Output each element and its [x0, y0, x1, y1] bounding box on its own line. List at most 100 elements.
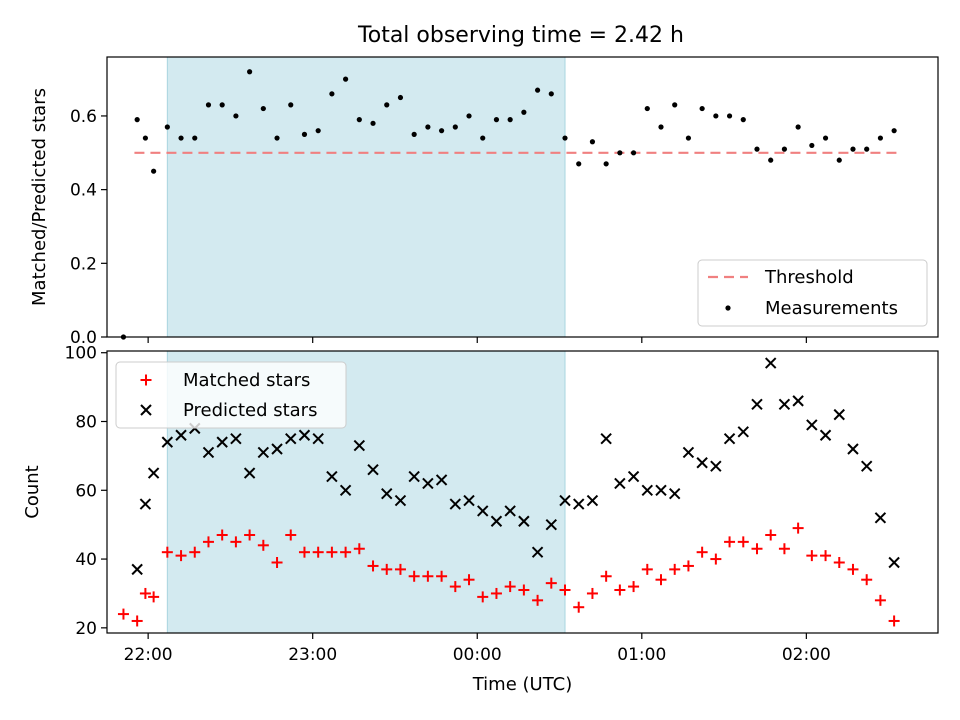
- measurement-point: [617, 150, 623, 156]
- matched-star-point: [518, 584, 530, 596]
- measurement-point: [329, 91, 335, 97]
- measurement-point: [795, 124, 801, 130]
- predicted-star-point: [298, 429, 311, 441]
- matched-star-point: [175, 550, 187, 562]
- matched-stars-series: [117, 522, 900, 627]
- predicted-star-point: [641, 484, 653, 496]
- matched-star-point: [710, 553, 722, 565]
- top-legend: Threshold Measurements: [697, 259, 928, 327]
- matched-star-point: [696, 546, 708, 558]
- matched-star-point: [117, 608, 129, 620]
- matched-star-point: [189, 546, 201, 558]
- measurement-point: [493, 117, 500, 123]
- y-tick-label: 0.2: [70, 254, 97, 274]
- legend-measurements-swatch: [725, 305, 731, 311]
- measurement-point: [672, 102, 678, 108]
- matched-star-point: [669, 563, 681, 575]
- predicted-star-point: [243, 467, 256, 479]
- matched-star-point: [751, 543, 763, 555]
- matched-star-point: [230, 536, 242, 548]
- matched-star-point: [573, 601, 585, 613]
- predicted-star-point: [285, 432, 297, 445]
- predicted-star-point: [792, 395, 804, 407]
- measurement-point: [343, 76, 349, 82]
- matched-star-point: [614, 584, 626, 596]
- measurement-point: [480, 135, 486, 141]
- matched-star-point: [131, 615, 143, 627]
- measurement-point: [260, 105, 266, 112]
- matched-star-point: [820, 550, 832, 562]
- measurement-point: [562, 135, 568, 141]
- predicted-star-point: [614, 477, 626, 490]
- bottom-x-axis: 22:00 23:00 00:00 01:00 02:00: [124, 633, 831, 665]
- measurement-point: [178, 135, 184, 141]
- measurement-point: [877, 135, 884, 141]
- measurement-point: [438, 128, 445, 134]
- bottom-legend-box: [115, 361, 347, 429]
- predicted-star-point: [819, 429, 832, 441]
- predicted-star-point: [778, 398, 791, 411]
- matched-star-point: [806, 550, 818, 562]
- measurement-point: [534, 87, 541, 93]
- matched-star-point: [641, 563, 653, 575]
- measurement-point: [164, 124, 170, 130]
- measurement-point: [247, 69, 253, 75]
- y-tick-label: 20: [75, 619, 97, 639]
- measurement-point: [205, 102, 212, 108]
- y-tick-label: 100: [65, 344, 97, 364]
- legend-predicted-label: Predicted stars: [183, 400, 317, 421]
- x-tick-label: 02:00: [782, 645, 831, 665]
- predicted-star-point: [874, 512, 887, 524]
- measurement-point: [644, 105, 650, 112]
- measurement-point: [630, 150, 637, 156]
- matched-star-point: [737, 536, 749, 548]
- measurement-point: [301, 131, 308, 137]
- measurement-point: [699, 105, 705, 112]
- predicted-star-point: [627, 470, 640, 483]
- matched-star-point: [833, 557, 845, 568]
- measurement-point: [891, 128, 897, 134]
- matched-star-point: [861, 574, 873, 586]
- predicted-star-point: [751, 398, 763, 411]
- top-observing-window-shade: [166, 56, 566, 338]
- top-y-axis-label: Matched/Predicted stars: [29, 88, 50, 306]
- measurement-point: [864, 146, 870, 152]
- matched-star-point: [545, 577, 557, 589]
- x-tick-label: 22:00: [124, 645, 173, 665]
- bottom-axes-frame: [106, 350, 939, 634]
- figure-title: Total observing time = 2.42 h: [357, 23, 684, 48]
- matched-star-point: [628, 581, 640, 593]
- predicted-stars-series: [131, 357, 900, 576]
- predicted-star-point: [586, 494, 599, 507]
- measurement-point: [548, 91, 554, 97]
- predicted-star-point: [682, 446, 695, 459]
- bottom-x-axis-label: Time (UTC): [472, 674, 573, 695]
- predicted-star-point: [216, 436, 228, 448]
- matched-star-point: [216, 529, 228, 541]
- x-tick-label: 23:00: [288, 645, 337, 665]
- top-panel: 0.0 0.2 0.4 0.6 Matched/Predicted stars Thr…: [29, 56, 939, 348]
- matched-star-point: [381, 563, 393, 575]
- predicted-star-point: [312, 432, 324, 445]
- predicted-star-point: [477, 505, 489, 517]
- matched-star-point: [139, 587, 151, 599]
- matched-star-point: [778, 543, 790, 555]
- predicted-star-point: [888, 556, 900, 569]
- legend-matched-label: Matched stars: [183, 370, 310, 391]
- predicted-star-point: [696, 457, 708, 469]
- measurement-point: [768, 157, 774, 163]
- predicted-star-point: [139, 498, 152, 510]
- predicted-star-point: [463, 494, 475, 507]
- matched-star-point: [271, 557, 283, 568]
- predicted-star-point: [559, 494, 571, 507]
- matched-star-point: [353, 543, 365, 555]
- measurement-point: [822, 135, 829, 141]
- measurement-point: [356, 117, 362, 123]
- predicted-star-point: [449, 498, 462, 510]
- y-tick-label: 0.6: [70, 107, 97, 127]
- legend-threshold-label: Threshold: [764, 267, 854, 288]
- y-tick-label: 0.0: [70, 328, 97, 348]
- matched-star-point: [765, 529, 777, 541]
- measurement-point: [658, 124, 664, 130]
